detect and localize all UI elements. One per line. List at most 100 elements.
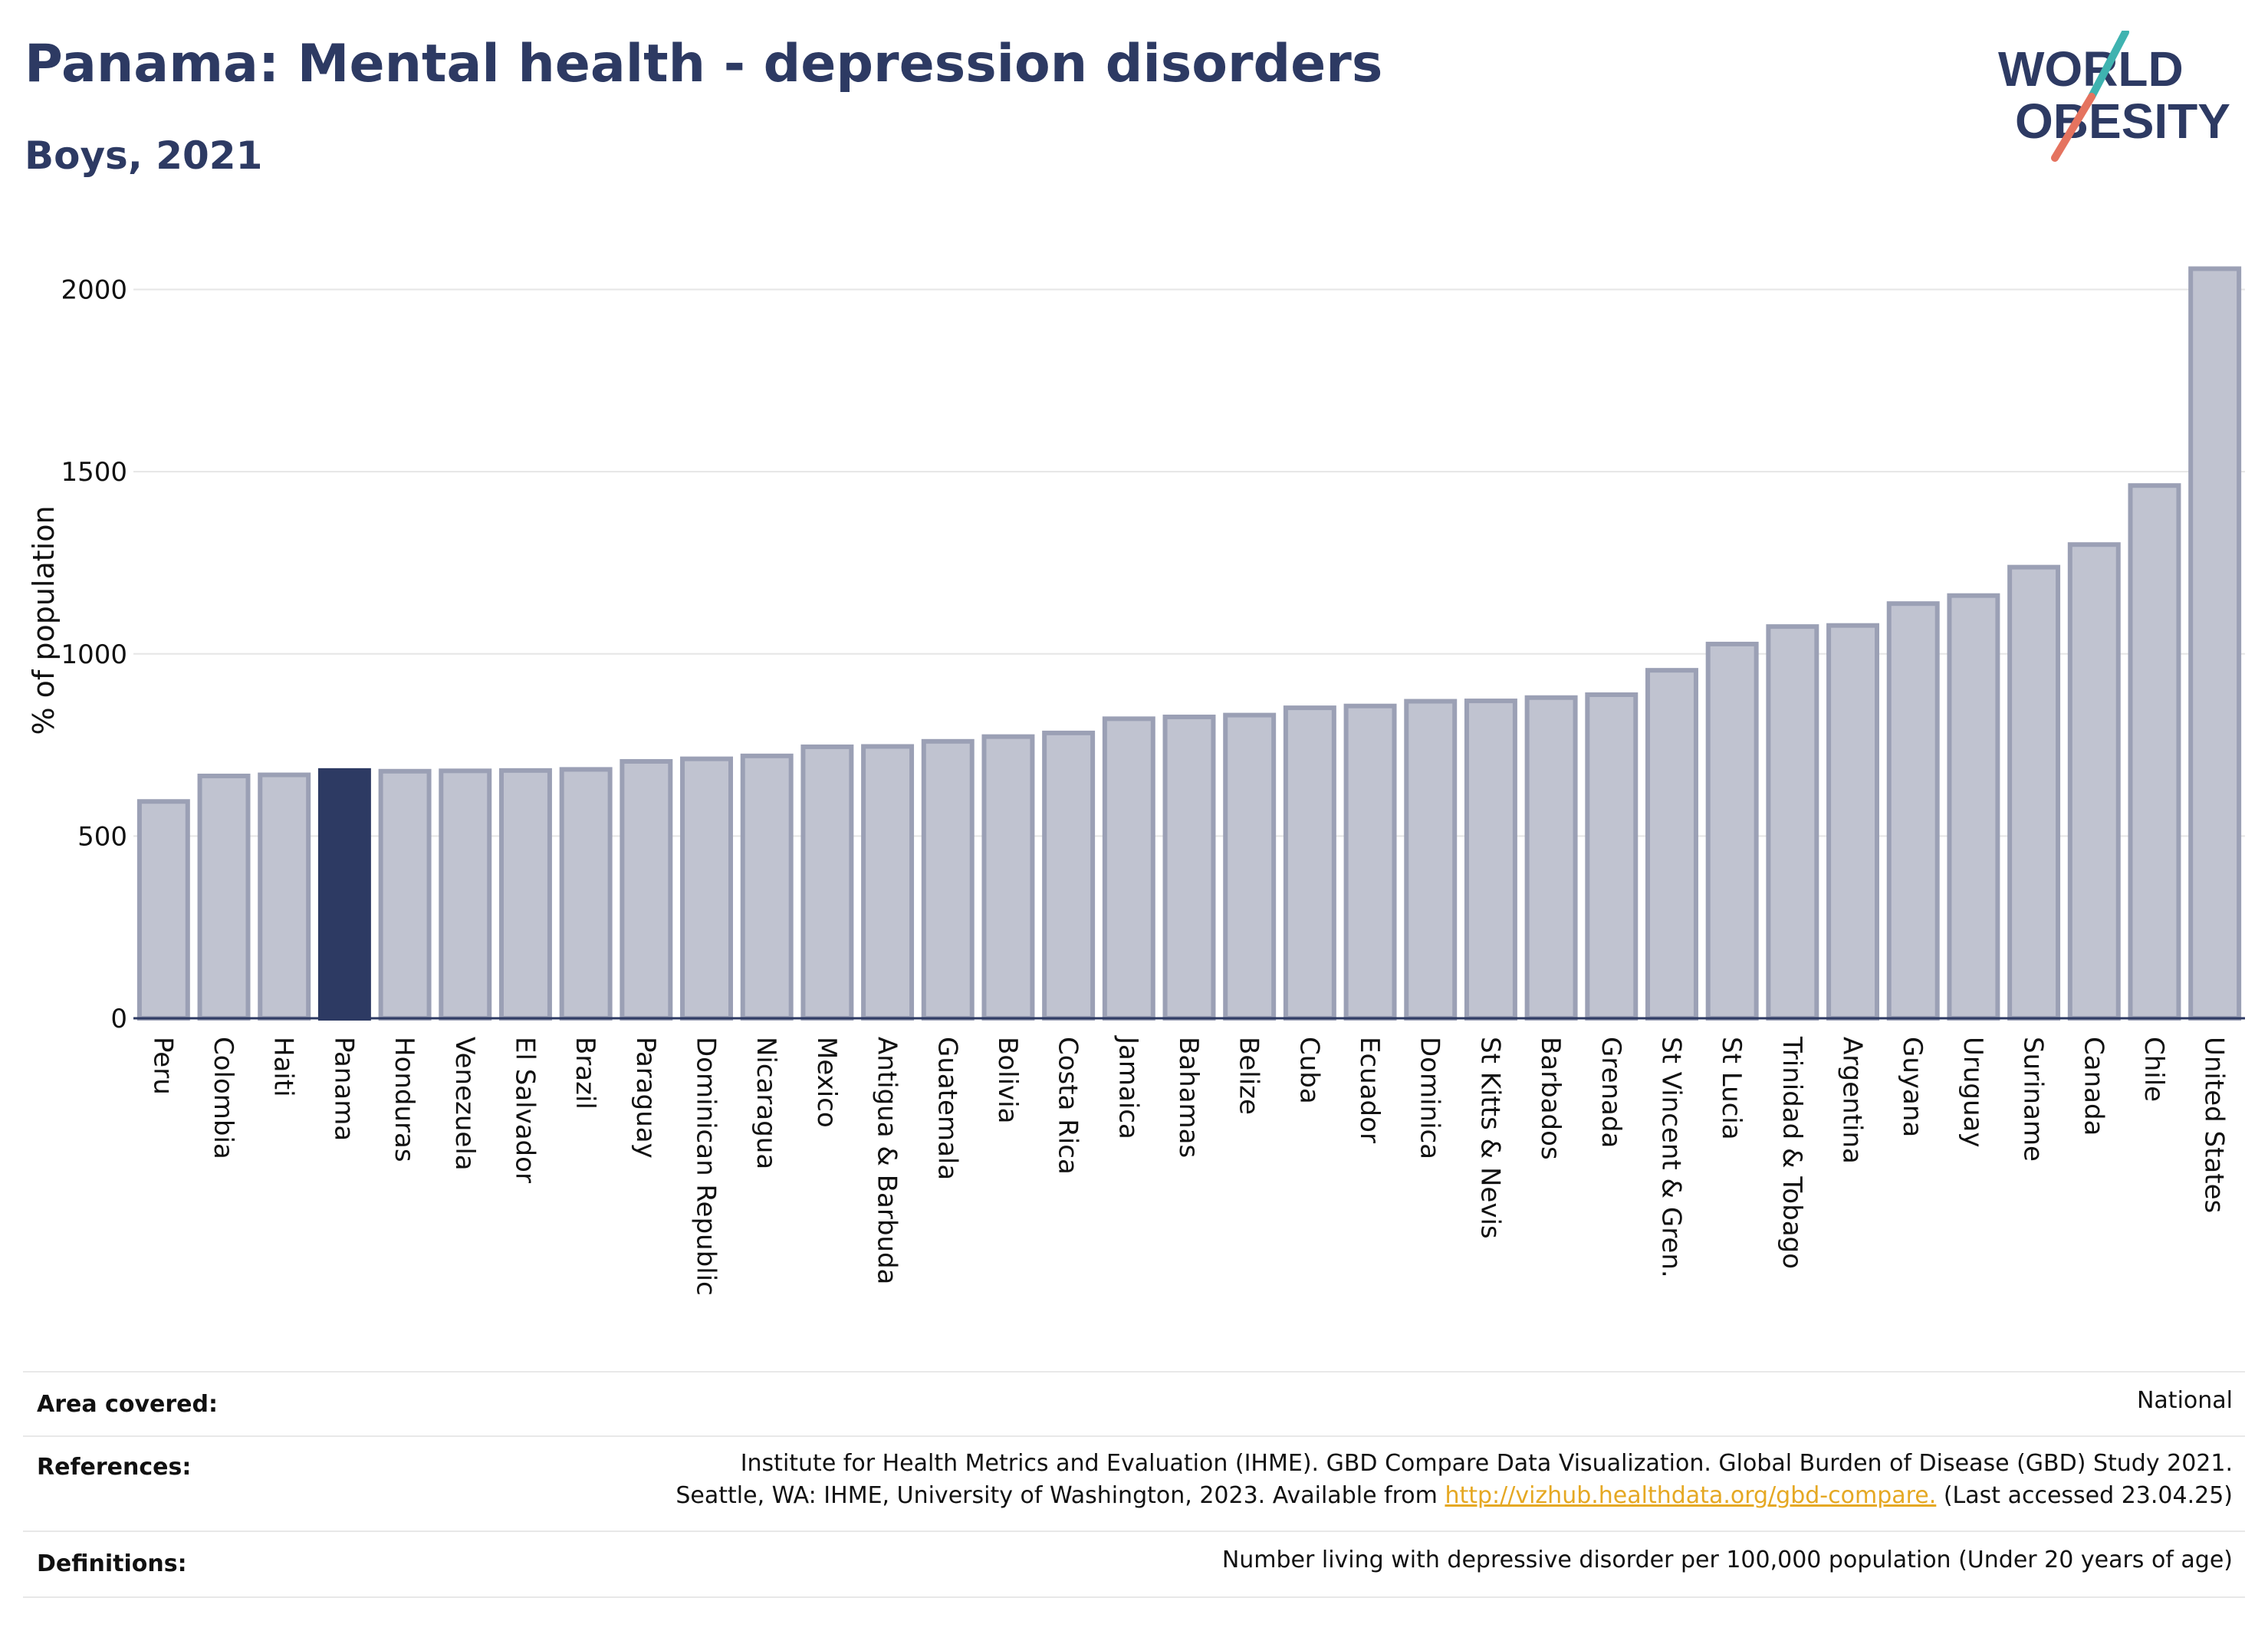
x-tick-label-trinidad-tobago: Trinidad & Tobago	[1777, 1036, 1807, 1269]
bar-chart: 0 500 1000 1500 2000 Peru Colombia Haiti Panama…	[27, 266, 2245, 1296]
bar-brazil	[559, 767, 613, 1021]
world-obesity-logo: WORLD OBESITY	[1998, 31, 2230, 162]
logo-slash-coral	[2051, 93, 2095, 162]
x-tick-label-st-kitts-nevis: St Kitts & Nevis	[1474, 1037, 1505, 1239]
x-tick-label-united-states: United States	[2199, 1037, 2230, 1213]
x-tick-label-ecuador: Ecuador	[1354, 1037, 1385, 1143]
bar-st-vincent-gren-	[1645, 668, 1698, 1021]
bar-trinidad-tobago	[1766, 624, 1819, 1021]
y-tick-label-1500: 1500	[61, 457, 127, 488]
x-tick-label-costa-rica: Costa Rica	[1053, 1037, 1083, 1175]
x-tick-label-uruguay: Uruguay	[1957, 1037, 1988, 1148]
bar-chile	[2128, 483, 2181, 1021]
logo-slash-teal	[2088, 31, 2129, 100]
page-title: Panama: Mental health - depression disor…	[25, 34, 1383, 94]
references-line-1: Institute for Health Metrics and Evaluat…	[740, 1450, 2233, 1477]
bar-honduras	[378, 768, 432, 1021]
definitions-row: Definitions: Number living with depressi…	[23, 1530, 2245, 1598]
references-row: References: Institute for Health Metrics…	[23, 1435, 2245, 1532]
bar-panama	[317, 768, 371, 1021]
x-tick-label-el-salvador: El Salvador	[509, 1037, 540, 1183]
bar-belize	[1223, 712, 1277, 1021]
x-tick-label-guyana: Guyana	[1897, 1037, 1928, 1137]
x-tick-label-bolivia: Bolivia	[992, 1037, 1023, 1123]
logo-line-2: OBESITY	[2015, 94, 2230, 149]
bar-ecuador	[1343, 703, 1397, 1021]
x-tick-label-canada: Canada	[2078, 1037, 2109, 1136]
area-covered-row: Area covered: National	[23, 1371, 2245, 1437]
y-tick-label-1000: 1000	[61, 639, 127, 670]
x-tick-label-colombia: Colombia	[208, 1037, 238, 1159]
definitions-label: Definitions:	[37, 1550, 187, 1577]
x-tick-label-panama: Panama	[328, 1037, 359, 1141]
area-covered-value: National	[2136, 1387, 2233, 1414]
bar-bahamas	[1162, 714, 1216, 1021]
logo-line-1: WORLD	[1998, 41, 2184, 97]
x-tick-label-dominica: Dominica	[1415, 1037, 1445, 1159]
x-tick-label-nicaragua: Nicaragua	[751, 1037, 781, 1169]
x-tick-label-mexico: Mexico	[811, 1037, 842, 1128]
bar-nicaragua	[740, 753, 794, 1021]
bar-united-states	[2188, 266, 2242, 1021]
bar-venezuela	[439, 768, 492, 1021]
bar-bolivia	[981, 734, 1035, 1021]
bar-grenada	[1585, 692, 1639, 1021]
x-axis-labels: Peru Colombia Haiti Panama Honduras Venezuela…	[147, 1035, 2229, 1296]
x-tick-label-paraguay: Paraguay	[630, 1037, 661, 1159]
x-tick-label-barbados: Barbados	[1535, 1037, 1566, 1160]
definitions-value: Number living with depressive disorder p…	[1221, 1547, 2233, 1573]
bar-guatemala	[921, 738, 975, 1021]
x-tick-label-honduras: Honduras	[389, 1037, 419, 1162]
references-label: References:	[37, 1454, 192, 1481]
bar-paraguay	[620, 758, 673, 1021]
bar-jamaica	[1102, 716, 1155, 1021]
bar-el-salvador	[498, 768, 552, 1021]
bar-suriname	[2007, 564, 2061, 1021]
bar-uruguay	[1947, 593, 2000, 1021]
x-tick-label-argentina: Argentina	[1837, 1037, 1868, 1164]
bar-mexico	[800, 744, 854, 1021]
bar-guyana	[1886, 601, 1940, 1021]
bar-st-kitts-nevis	[1464, 699, 1517, 1021]
bar-argentina	[1826, 623, 1880, 1021]
x-tick-label-st-vincent-gren-: St Vincent & Gren.	[1655, 1037, 1686, 1278]
references-link[interactable]: http://vizhub.healthdata.org/gbd-compare…	[1445, 1482, 1937, 1509]
x-tick-label-belize: Belize	[1234, 1037, 1264, 1115]
bar-barbados	[1524, 695, 1578, 1021]
x-tick-label-st-lucia: St Lucia	[1716, 1037, 1747, 1140]
y-tick-label-0: 0	[110, 1004, 127, 1034]
x-tick-label-haiti: Haiti	[268, 1037, 299, 1097]
bar-peru	[136, 799, 190, 1021]
references-suffix: (Last accessed 23.04.25)	[1943, 1482, 2233, 1509]
x-tick-label-grenada: Grenada	[1596, 1037, 1626, 1148]
bars	[136, 266, 2242, 1021]
x-tick-label-dominican-republic: Dominican Republic	[691, 1037, 721, 1296]
y-tick-label-2000: 2000	[61, 275, 127, 306]
references-value: Institute for Health Metrics and Evaluat…	[675, 1448, 2233, 1512]
bar-haiti	[258, 772, 311, 1021]
x-tick-label-guatemala: Guatemala	[932, 1037, 962, 1180]
bar-canada	[2067, 542, 2121, 1021]
x-tick-label-cuba: Cuba	[1293, 1037, 1324, 1104]
references-prefix: Seattle, WA: IHME, University of Washing…	[675, 1482, 1438, 1509]
bar-st-lucia	[1705, 641, 1759, 1021]
x-tick-label-peru: Peru	[147, 1037, 178, 1095]
bar-dominica	[1404, 699, 1458, 1021]
bar-antigua-barbuda	[861, 744, 915, 1021]
x-tick-label-chile: Chile	[2138, 1037, 2169, 1102]
x-tick-label-antigua-barbuda: Antigua & Barbuda	[872, 1037, 902, 1284]
bar-costa-rica	[1042, 730, 1096, 1021]
area-covered-label: Area covered:	[37, 1391, 218, 1418]
bar-colombia	[197, 773, 251, 1021]
bar-dominican-republic	[680, 756, 733, 1021]
y-axis-ticks: 0 500 1000 1500 2000	[61, 275, 127, 1034]
bar-cuba	[1283, 705, 1336, 1021]
x-tick-label-brazil: Brazil	[570, 1037, 600, 1110]
x-tick-label-bahamas: Bahamas	[1173, 1037, 1204, 1158]
x-tick-label-jamaica: Jamaica	[1113, 1035, 1143, 1139]
x-tick-label-venezuela: Venezuela	[449, 1037, 480, 1171]
references-line-2: Seattle, WA: IHME, University of Washing…	[675, 1480, 2233, 1512]
y-tick-label-500: 500	[77, 821, 127, 852]
y-axis-label: % of population	[27, 505, 61, 735]
page-subtitle: Boys, 2021	[25, 133, 263, 178]
